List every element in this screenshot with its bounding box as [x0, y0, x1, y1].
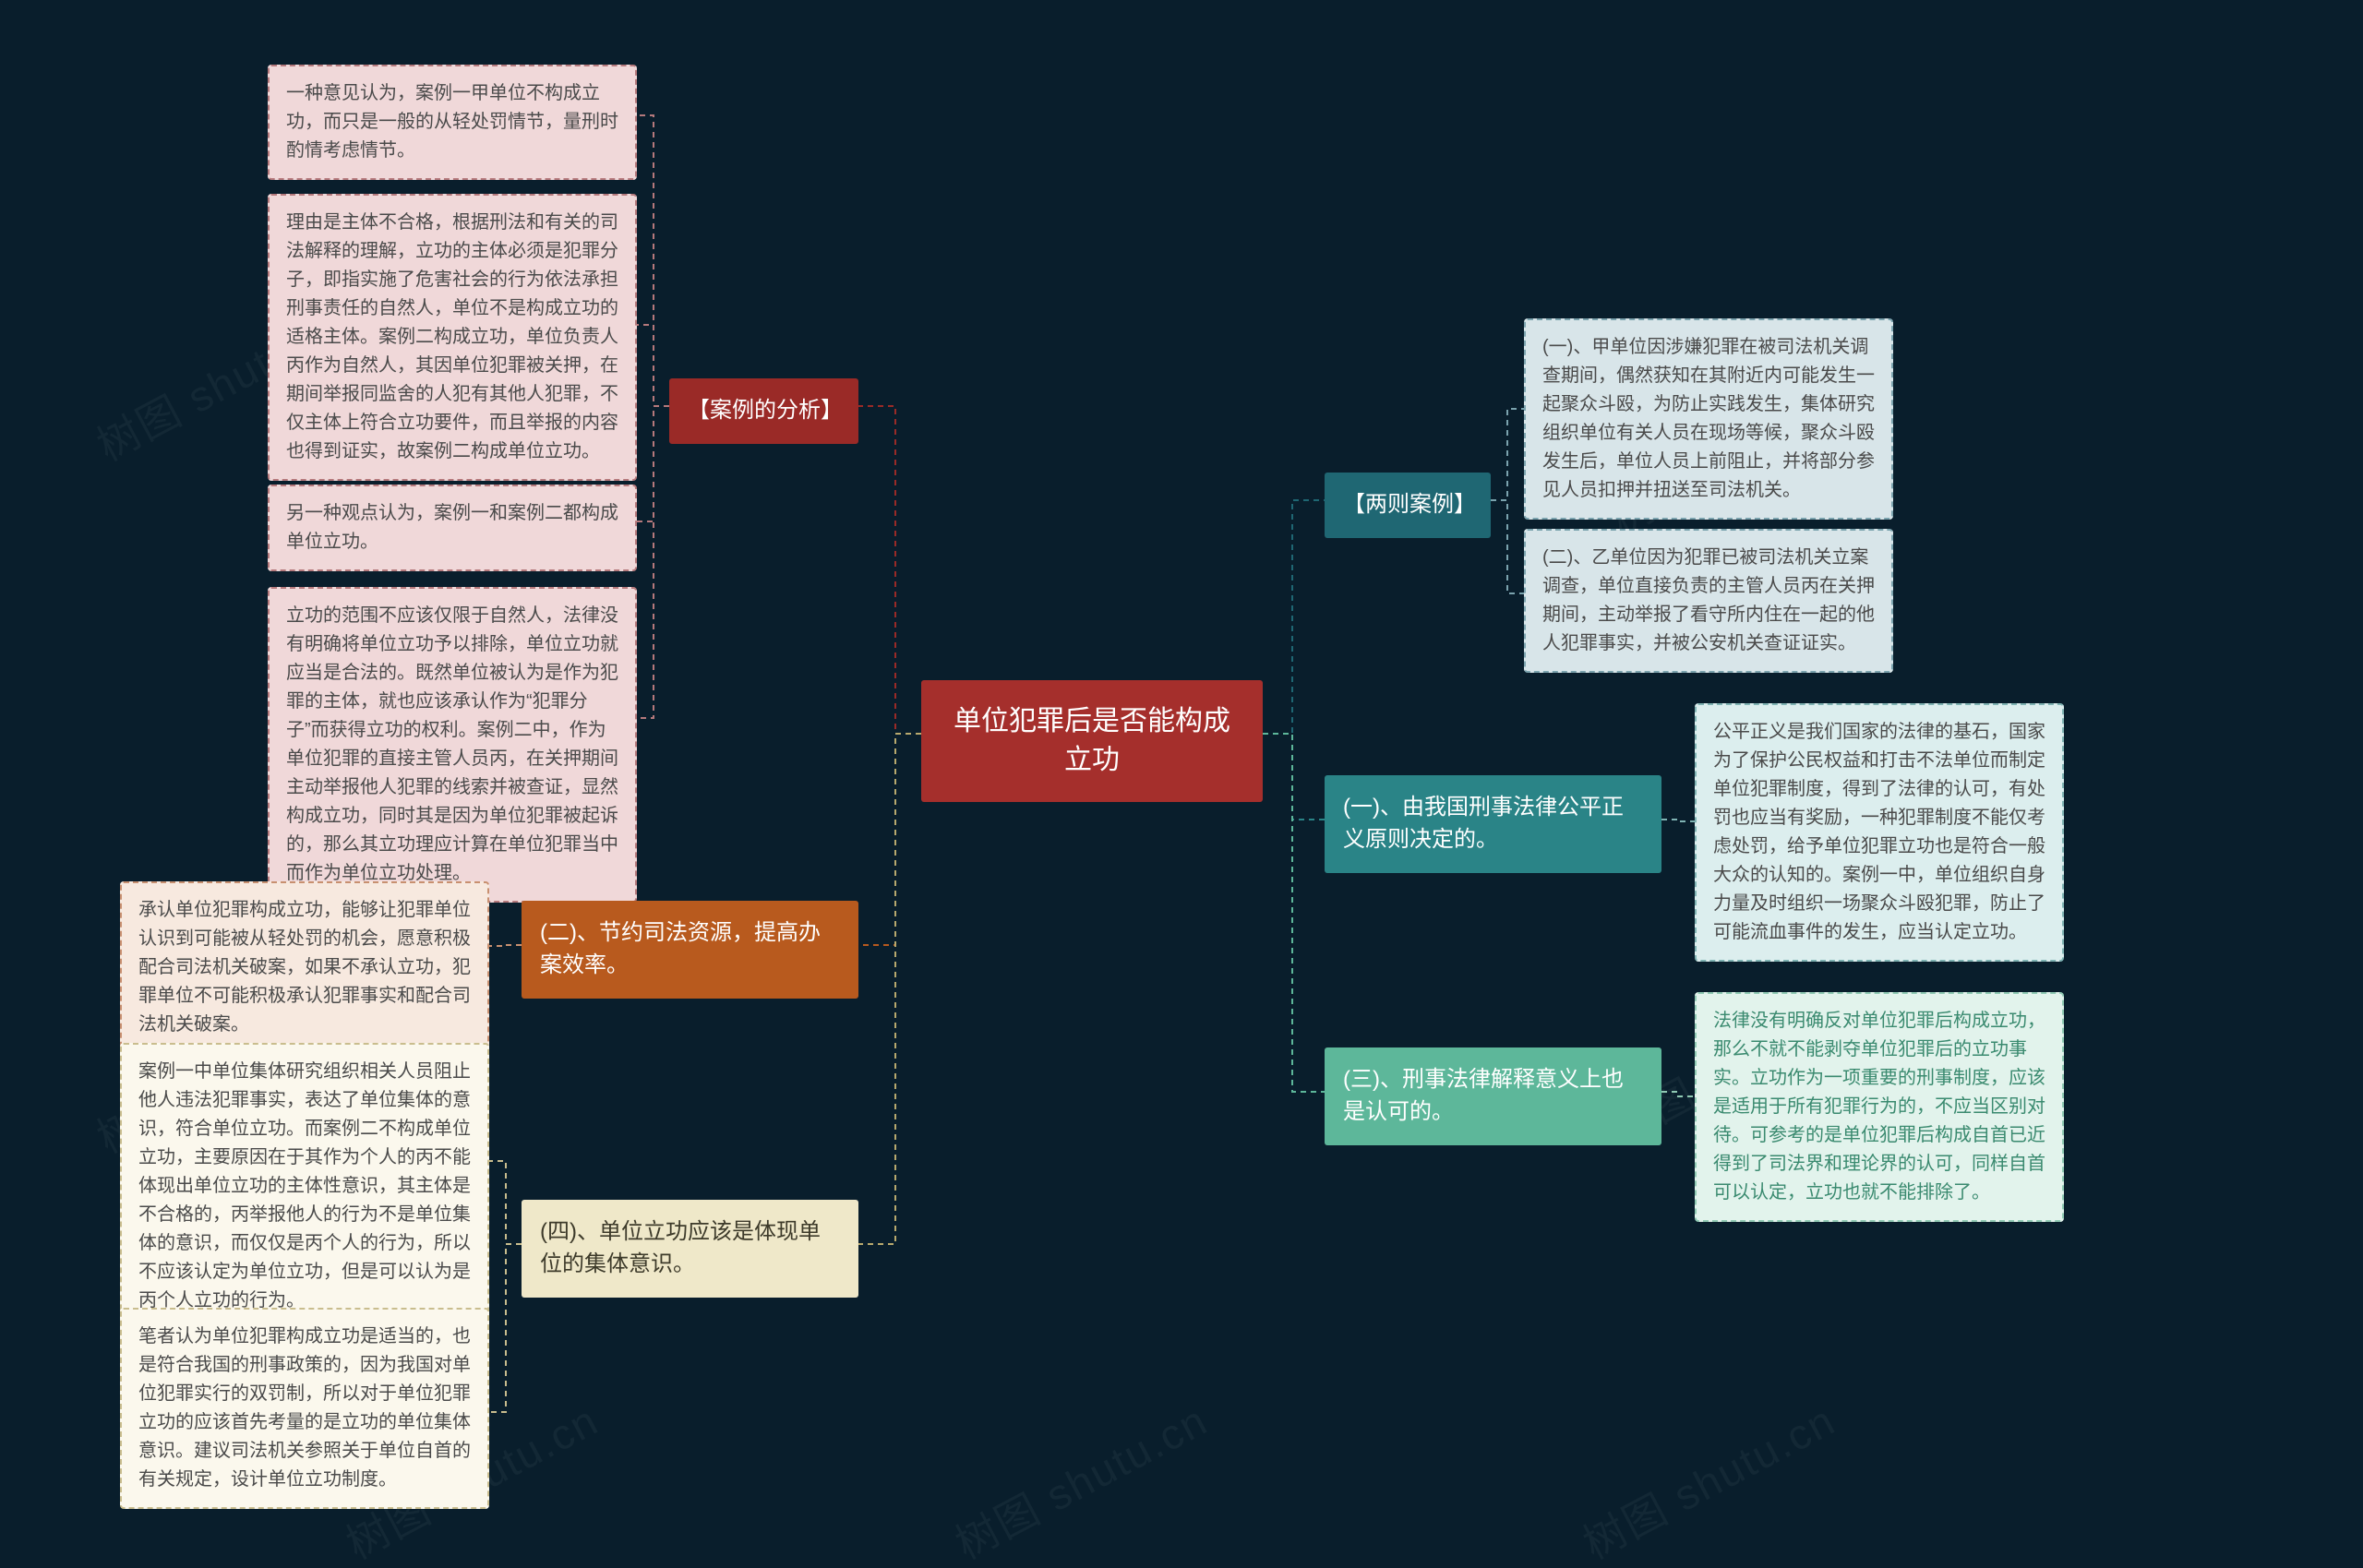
leaf-text: 立功的范围不应该仅限于自然人，法律没有明确将单位立功予以排除，单位立功就应当是合…: [286, 605, 618, 883]
connector-line: [1491, 500, 1524, 593]
leaf-two-cases-0: (一)、甲单位因涉嫌犯罪在被司法机关调查期间，偶然获知在其附近内可能发生一起聚众…: [1524, 318, 1893, 520]
connector-line: [637, 406, 669, 521]
leaf-analysis-0: 一种意见认为，案例一甲单位不构成立功，而只是一般的从轻处罚情节，量刑时酌情考虑情…: [268, 65, 637, 180]
connector-line: [1661, 820, 1695, 821]
connector-line: [489, 1161, 522, 1244]
connector-line: [858, 734, 921, 1244]
connector-line: [1263, 734, 1325, 820]
connector-line: [858, 406, 921, 734]
connector-line: [1263, 734, 1325, 1092]
leaf-text: 案例一中单位集体研究组织相关人员阻止他人违法犯罪事实，表达了单位集体的意识，符合…: [138, 1061, 471, 1311]
watermark: 树图 shutu.cn: [943, 1387, 1217, 1568]
mindmap-root: 单位犯罪后是否能构成立功: [921, 680, 1263, 802]
branch-interpretation: (三)、刑事法律解释意义上也是认可的。: [1325, 1047, 1661, 1145]
leaf-text: 法律没有明确反对单位犯罪后构成立功，那么不就不能剥夺单位犯罪后的立功事实。立功作…: [1713, 1011, 2045, 1203]
leaf-save-judicial-0: 承认单位犯罪构成立功，能够让犯罪单位认识到可能被从轻处罚的机会，愿意积极配合司法…: [120, 881, 489, 1054]
leaf-text: (二)、乙单位因为犯罪已被司法机关立案调查，单位直接负责的主管人员丙在关押期间，…: [1542, 547, 1875, 653]
leaf-interpretation-0: 法律没有明确反对单位犯罪后构成立功，那么不就不能剥夺单位犯罪后的立功事实。立功作…: [1695, 992, 2064, 1222]
connector-line: [489, 1244, 522, 1412]
leaf-analysis-2: 另一种观点认为，案例一和案例二都构成单位立功。: [268, 485, 637, 571]
connector-line: [1661, 1092, 1695, 1096]
branch-save-judicial: (二)、节约司法资源，提高办案效率。: [522, 901, 858, 999]
connector-line: [489, 945, 522, 946]
branch-collective: (四)、单位立功应该是体现单位的集体意识。: [522, 1200, 858, 1298]
leaf-analysis-3: 立功的范围不应该仅限于自然人，法律没有明确将单位立功予以排除，单位立功就应当是合…: [268, 587, 637, 903]
leaf-collective-0: 案例一中单位集体研究组织相关人员阻止他人违法犯罪事实，表达了单位集体的意识，符合…: [120, 1043, 489, 1330]
watermark: 树图 shutu.cn: [1571, 1387, 1844, 1568]
leaf-text: 另一种观点认为，案例一和案例二都构成单位立功。: [286, 503, 618, 552]
leaf-text: 理由是主体不合格，根据刑法和有关的司法解释的理解，立功的主体必须是犯罪分子，即指…: [286, 212, 618, 461]
connector-line: [1263, 500, 1325, 734]
leaf-text: 笔者认为单位犯罪构成立功是适当的，也是符合我国的刑事政策的，因为我国对单位犯罪实…: [138, 1326, 471, 1490]
connector-line: [637, 115, 669, 406]
connector-line: [637, 406, 669, 718]
branch-fair-justice: (一)、由我国刑事法律公平正义原则决定的。: [1325, 775, 1661, 873]
branch-two-cases: 【两则案例】: [1325, 473, 1491, 538]
leaf-fair-justice-0: 公平正义是我们国家的法律的基石，国家为了保护公民权益和打击不法单位而制定单位犯罪…: [1695, 703, 2064, 962]
leaf-text: 承认单位犯罪构成立功，能够让犯罪单位认识到可能被从轻处罚的机会，愿意积极配合司法…: [138, 900, 471, 1035]
connector-line: [1491, 409, 1524, 500]
leaf-collective-1: 笔者认为单位犯罪构成立功是适当的，也是符合我国的刑事政策的，因为我国对单位犯罪实…: [120, 1308, 489, 1509]
leaf-text: 一种意见认为，案例一甲单位不构成立功，而只是一般的从轻处罚情节，量刑时酌情考虑情…: [286, 83, 618, 161]
branch-analysis: 【案例的分析】: [669, 378, 858, 444]
leaf-text: 公平正义是我们国家的法律的基石，国家为了保护公民权益和打击不法单位而制定单位犯罪…: [1713, 722, 2045, 942]
leaf-two-cases-1: (二)、乙单位因为犯罪已被司法机关立案调查，单位直接负责的主管人员丙在关押期间，…: [1524, 529, 1893, 673]
connector-line: [637, 325, 669, 406]
connector-line: [858, 734, 921, 945]
leaf-analysis-1: 理由是主体不合格，根据刑法和有关的司法解释的理解，立功的主体必须是犯罪分子，即指…: [268, 194, 637, 481]
leaf-text: (一)、甲单位因涉嫌犯罪在被司法机关调查期间，偶然获知在其附近内可能发生一起聚众…: [1542, 337, 1875, 500]
